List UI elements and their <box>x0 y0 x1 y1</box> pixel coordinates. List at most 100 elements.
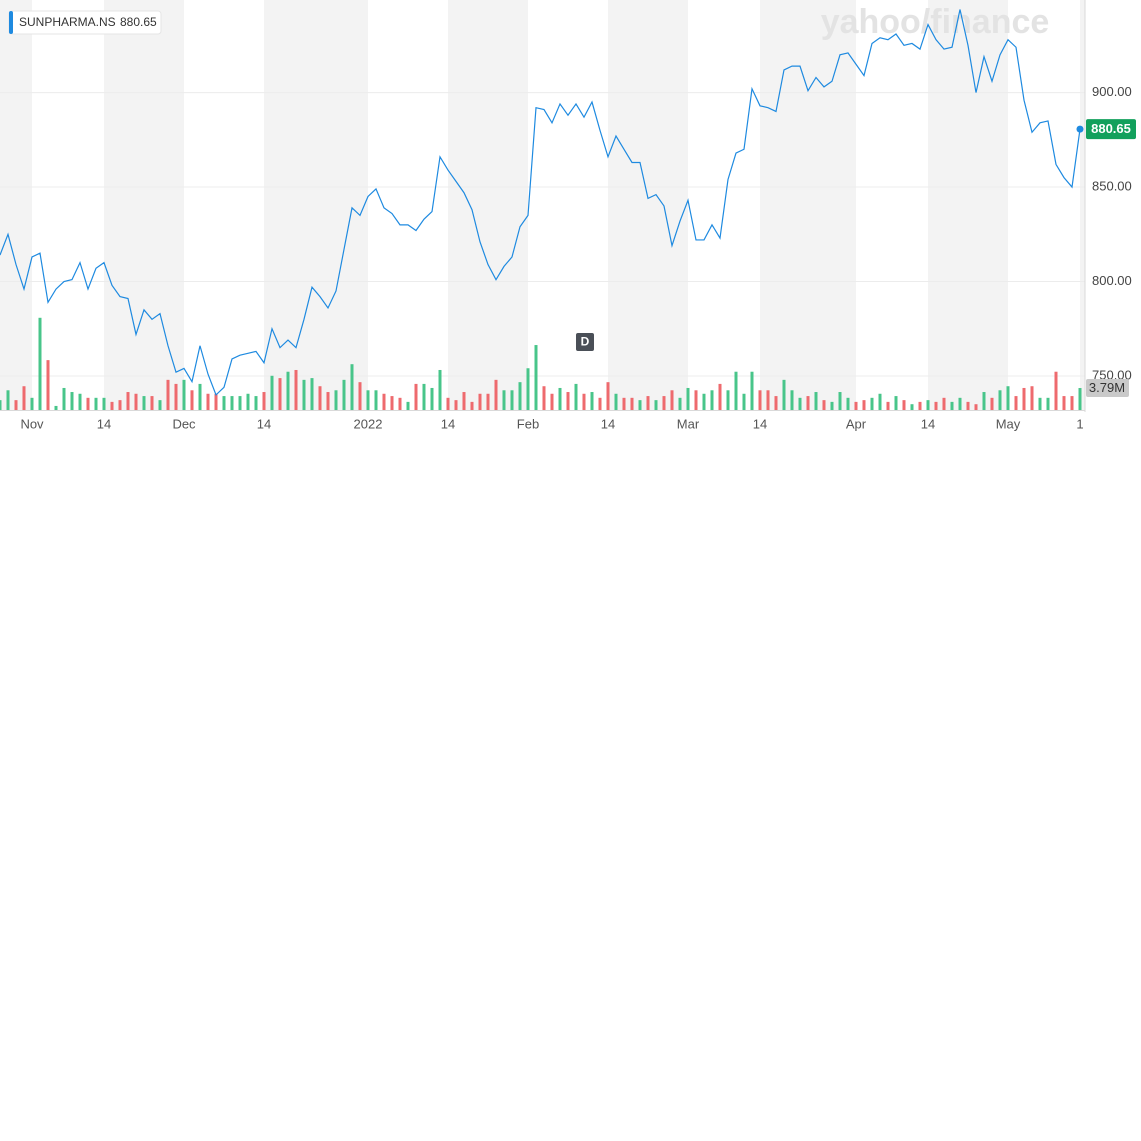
volume-bar <box>814 392 818 410</box>
price-tag <box>1086 119 1136 140</box>
volume-bar <box>718 383 722 410</box>
volume-bar <box>6 390 10 410</box>
volume-bar <box>350 364 354 410</box>
volume-bar <box>390 396 394 410</box>
band <box>104 0 184 410</box>
x-tick-label: 14 <box>257 416 271 431</box>
volume-bar <box>54 405 58 410</box>
x-tick-label: Apr <box>846 416 867 431</box>
volume-bar <box>198 383 202 410</box>
volume-bar <box>1070 396 1074 410</box>
volume-bar <box>534 345 538 410</box>
volume-bar <box>462 392 466 410</box>
volume-bar <box>910 404 914 410</box>
volume-bar <box>398 397 402 410</box>
volume-bar <box>606 382 610 410</box>
volume-bar <box>38 317 42 410</box>
volume-bar <box>558 387 562 410</box>
volume-bar <box>478 393 482 410</box>
volume-bar <box>438 369 442 410</box>
volume-bar <box>958 397 962 410</box>
volume-bar <box>358 382 362 410</box>
volume-bar <box>150 396 154 410</box>
volume-bar <box>886 401 890 410</box>
volume-bar <box>790 390 794 410</box>
volume-bar <box>990 397 994 410</box>
volume-bar <box>582 393 586 410</box>
volume-bar <box>302 379 306 410</box>
y-tick-label: 750.00 <box>1092 367 1132 382</box>
volume-bar <box>382 393 386 410</box>
volume-bar <box>526 368 530 410</box>
volume-bar <box>166 379 170 410</box>
volume-bar <box>662 396 666 410</box>
event-label[interactable]: D <box>581 335 590 349</box>
volume-bar <box>326 392 330 410</box>
volume-bar <box>158 400 162 410</box>
volume-bar <box>62 387 66 410</box>
volume-bar <box>0 400 2 410</box>
volume-bar <box>278 378 282 410</box>
volume-bar <box>86 397 90 410</box>
volume-bar <box>590 392 594 410</box>
bands <box>0 0 1085 410</box>
volume-bar <box>742 393 746 410</box>
price <box>0 9 1084 396</box>
volume-tag-label: 3.79M <box>1089 380 1125 395</box>
x-tick-label: 14 <box>441 416 455 431</box>
volume-bar <box>630 397 634 410</box>
volume-bar <box>254 396 258 410</box>
grid <box>0 92 1085 377</box>
x-tick-label: Dec <box>172 416 196 431</box>
volume-bar <box>246 393 250 410</box>
volume-bar <box>974 404 978 410</box>
volume-bar <box>998 390 1002 410</box>
legend-value: 880.65 <box>120 15 157 29</box>
volume-bar <box>726 390 730 410</box>
volume-bar <box>1030 386 1034 410</box>
volume-bar <box>878 393 882 410</box>
band <box>0 0 32 410</box>
volume-bar <box>262 392 266 410</box>
volume-bar <box>518 382 522 410</box>
volume-bar <box>678 397 682 410</box>
volume-bar <box>694 390 698 410</box>
volume-bar <box>294 369 298 410</box>
volume-bar <box>126 392 130 410</box>
axes: 750.00 800.00 850.00 900.00 Nov 14 Dec 14 2022 14… <box>20 84 1131 431</box>
volume-bar <box>230 396 234 410</box>
volume-bar <box>174 383 178 410</box>
volume-bar <box>918 401 922 410</box>
y-tick-label: 850.00 <box>1092 178 1132 193</box>
volume-bar <box>318 386 322 410</box>
band <box>608 0 688 410</box>
volume-bar <box>550 393 554 410</box>
volume-bar <box>214 393 218 410</box>
volume-bar <box>1014 396 1018 410</box>
volume-bar <box>342 379 346 410</box>
volume-bar <box>646 396 650 410</box>
volume-bar <box>446 397 450 410</box>
volume-bar <box>406 401 410 410</box>
last-point <box>1076 125 1084 133</box>
volume-bar <box>30 397 34 410</box>
volume-bar <box>94 397 98 410</box>
volume-bar <box>286 371 290 410</box>
volume-bar <box>710 390 714 410</box>
x-tick-label: May <box>996 416 1021 431</box>
volume-bar <box>414 383 418 410</box>
volume <box>0 317 1082 410</box>
volume-bar <box>894 396 898 410</box>
volume-bar <box>766 390 770 410</box>
volume-bar <box>854 401 858 410</box>
volume-bar <box>134 393 138 410</box>
legend-swatch <box>9 11 13 34</box>
x-tick-label: 14 <box>97 416 111 431</box>
volume-bar <box>1006 386 1010 410</box>
price-line <box>0 9 1081 396</box>
volume-bar <box>670 390 674 410</box>
event-marker[interactable] <box>576 333 594 351</box>
x-tick-label: 14 <box>921 416 935 431</box>
volume-bar <box>102 397 106 410</box>
